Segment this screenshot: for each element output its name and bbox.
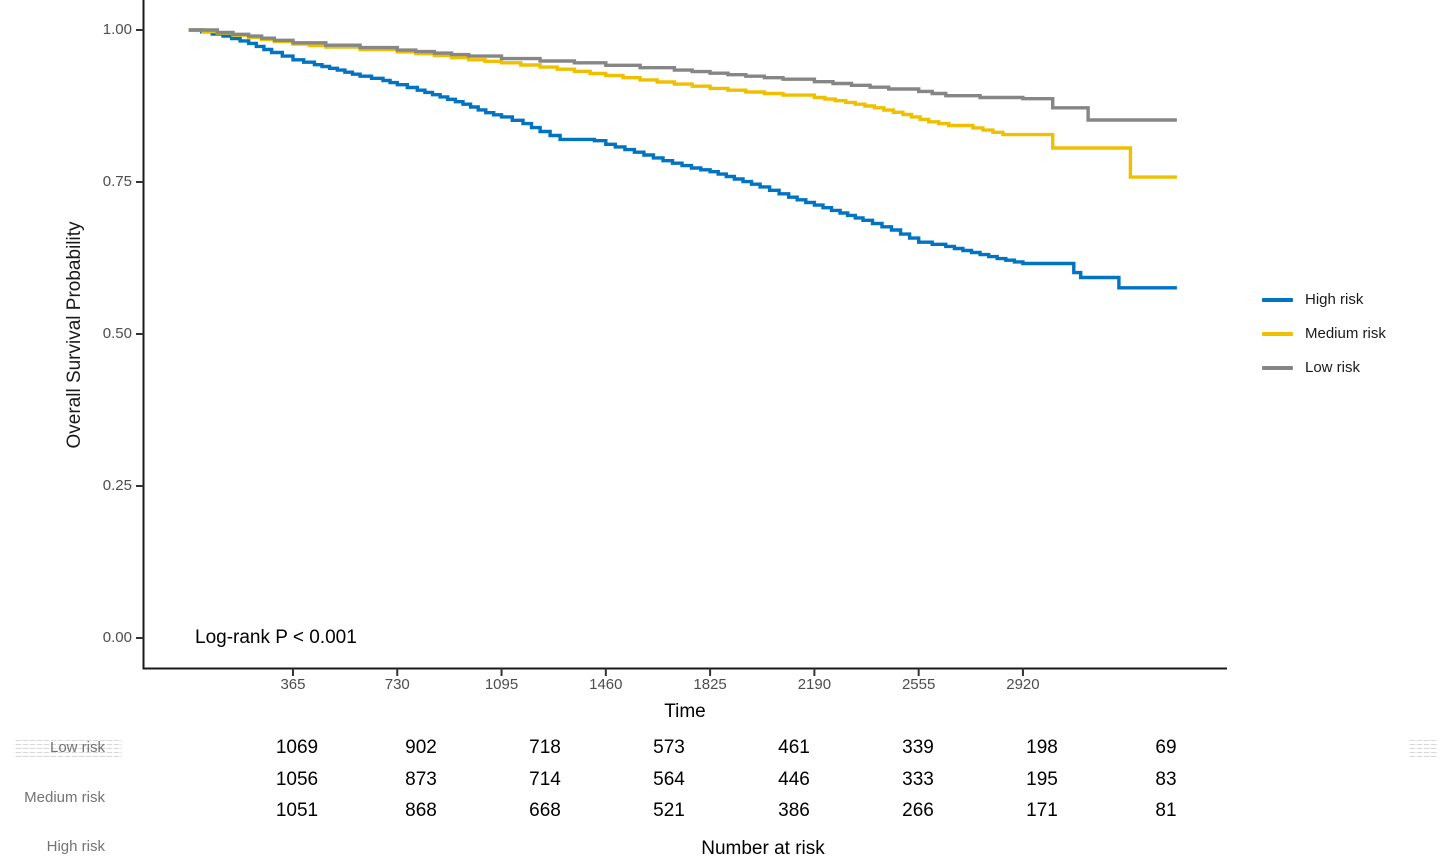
risk-count-cell: 714 [529,768,561,790]
risk-count-cell: 564 [653,768,685,790]
y-tick-label: 0.25 [102,477,132,494]
risk-count-cell: 521 [653,800,685,821]
logrank-annotation: Log-rank P < 0.001 [195,627,357,648]
risk-count-cell: 868 [405,800,437,821]
axes [136,0,1227,676]
risk-table-title: Number at risk [701,838,825,859]
risk-count-cell: 873 [405,768,437,790]
x-tick-label: 1460 [589,676,623,693]
x-axis-title: Time [664,701,706,722]
legend-label: Medium risk [1305,325,1386,342]
risk-count-cell: 718 [529,737,561,758]
y-tick-label: 0.50 [102,325,132,342]
x-tick-label: 2190 [797,676,832,693]
risk-count-cell: 333 [902,768,934,790]
legend-line-medium-risk [1262,332,1293,336]
x-tick-label: 1825 [693,676,727,693]
legend-label: Low risk [1305,359,1361,376]
x-tick-label: 2920 [1006,676,1040,693]
risk-count-cell: 339 [902,737,934,758]
legend-line-low-risk [1262,366,1293,370]
y-tick-label: 0.75 [102,173,132,190]
y-tick-label: 0.00 [102,629,132,646]
x-tick-label: 365 [280,676,306,693]
risk-count-cell: 386 [778,800,810,821]
x-tick-label: 730 [384,676,410,693]
hatch-artifact-right [1408,739,1438,757]
risk-count-cell: 1051 [275,800,319,821]
risk-count-cell: 83 [1155,768,1177,790]
curve-high-risk [188,28,1177,290]
legend-line-high-risk [1262,298,1293,302]
risk-row-label-high-risk: High risk [46,838,105,855]
risk-count-cell: 81 [1155,800,1177,821]
curve-low-risk [188,28,1177,122]
x-tick-label: 2555 [901,676,936,693]
risk-count-cell: 668 [529,800,561,821]
risk-count-cell: 902 [405,737,437,758]
risk-count-cell: 1056 [275,768,319,790]
curve-medium-risk [188,28,1177,179]
risk-count-cell: 171 [1026,800,1058,821]
risk-row-label-medium-risk: Medium risk [24,788,105,806]
risk-count-cell: 266 [902,800,934,821]
risk-row-label-low-risk: Low risk [49,739,105,756]
risk-count-cell: 573 [653,737,685,758]
risk-count-cell: 1069 [275,737,319,758]
survival-curves [188,28,1177,290]
survival-plot-panel [136,0,1227,676]
risk-count-cell: 446 [778,768,810,790]
y-tick-label: 1.00 [102,21,132,38]
risk-count-cell: 461 [778,737,810,758]
risk-count-cell: 195 [1026,768,1058,790]
legend-label: High risk [1305,291,1364,308]
x-tick-label: 1095 [484,676,519,693]
risk-count-cell: 69 [1155,737,1177,758]
hatch-artifact-left [14,739,122,757]
risk-count-cell: 198 [1026,737,1058,758]
